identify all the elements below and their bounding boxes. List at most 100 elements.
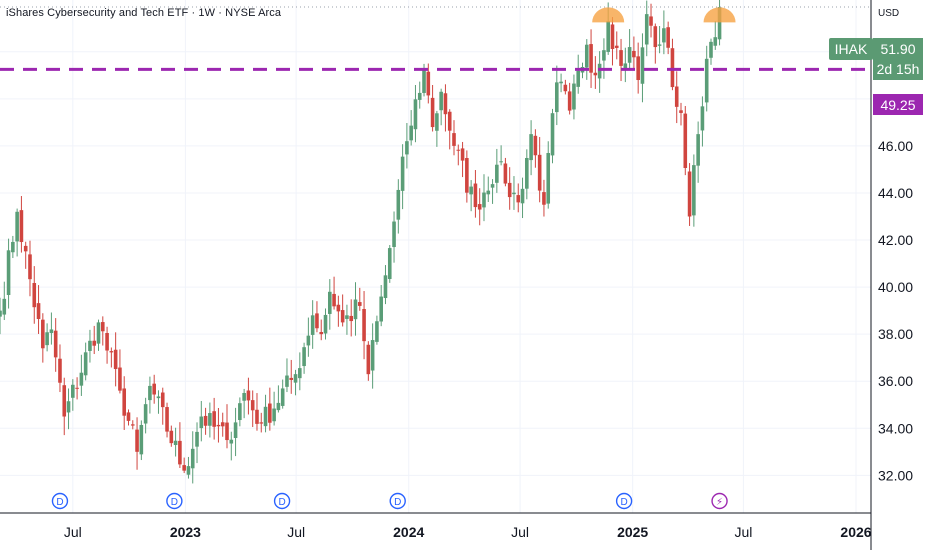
candle-body bbox=[165, 407, 169, 432]
price-axis[interactable]: 32.00 34.00 36.00 38.00 40.00 42.00 44.00 46.00… bbox=[878, 44, 913, 484]
candle-body bbox=[36, 303, 41, 320]
candle-body bbox=[692, 165, 696, 216]
candle bbox=[92, 325, 97, 355]
candle bbox=[276, 385, 281, 413]
candle-body bbox=[310, 315, 315, 335]
candle bbox=[178, 422, 182, 468]
candle-body bbox=[340, 310, 345, 323]
chart-title: iShares Cybersecurity and Tech ETF · 1W … bbox=[6, 7, 282, 19]
candle-body bbox=[495, 164, 499, 183]
candle bbox=[503, 157, 508, 187]
candle-body bbox=[687, 171, 692, 217]
candle-body bbox=[469, 186, 473, 195]
candle bbox=[53, 318, 58, 372]
candle-body bbox=[679, 110, 683, 113]
candle-body bbox=[220, 422, 225, 427]
dividend-marker-letter: D bbox=[394, 497, 401, 508]
candle bbox=[32, 266, 37, 324]
candle bbox=[130, 420, 135, 430]
candle-body bbox=[190, 448, 195, 469]
candle bbox=[216, 407, 221, 443]
candle bbox=[66, 388, 71, 430]
candle bbox=[327, 279, 332, 330]
y-tick-label: 40.00 bbox=[878, 279, 913, 295]
candle-body bbox=[550, 113, 555, 156]
candle-body bbox=[105, 333, 109, 351]
candle-body bbox=[554, 82, 559, 113]
dividend-marker[interactable]: D bbox=[51, 492, 69, 510]
candle bbox=[426, 63, 431, 104]
candle bbox=[435, 110, 439, 147]
resistance-value: 49.25 bbox=[880, 97, 915, 113]
candle bbox=[554, 65, 559, 126]
dividend-marker[interactable]: D bbox=[615, 492, 633, 510]
candle bbox=[75, 377, 79, 400]
currency-label[interactable]: USD bbox=[878, 8, 900, 19]
candle-body bbox=[375, 321, 379, 342]
dividend-marker-letter: D bbox=[620, 497, 627, 508]
candle bbox=[456, 144, 461, 166]
candle-body bbox=[417, 92, 422, 100]
candle-body bbox=[426, 71, 431, 96]
candle bbox=[490, 179, 495, 204]
candle-body bbox=[315, 313, 319, 329]
candle bbox=[160, 387, 165, 425]
candle-body bbox=[242, 392, 246, 401]
candle bbox=[45, 323, 49, 352]
candle-body bbox=[186, 466, 191, 475]
candle-body bbox=[383, 275, 388, 299]
candle bbox=[323, 308, 328, 340]
candle-body bbox=[396, 189, 401, 220]
dividend-marker-icon bbox=[389, 492, 406, 510]
candle-body bbox=[700, 106, 705, 131]
candle-body bbox=[208, 413, 212, 426]
event-marker[interactable]: ⚡ bbox=[711, 492, 728, 510]
dividend-marker-icon bbox=[615, 492, 633, 510]
candle-body bbox=[19, 210, 24, 243]
candle-series bbox=[0, 0, 722, 484]
candle bbox=[302, 342, 306, 374]
candle bbox=[597, 51, 602, 93]
candle bbox=[387, 244, 392, 283]
candle bbox=[709, 38, 713, 65]
candle-body bbox=[456, 149, 461, 151]
candle-body bbox=[66, 401, 71, 413]
candle bbox=[306, 317, 311, 357]
y-tick-label: 44.00 bbox=[878, 185, 913, 201]
candle-body bbox=[306, 335, 311, 346]
dividend-marker[interactable]: D bbox=[166, 492, 183, 510]
candle-body bbox=[259, 422, 264, 424]
candle-body bbox=[593, 72, 598, 76]
candle-body bbox=[100, 322, 105, 332]
dividend-marker[interactable]: D bbox=[389, 492, 406, 510]
candle-body bbox=[182, 465, 186, 471]
candle bbox=[366, 341, 371, 381]
candle-body bbox=[169, 430, 174, 444]
time-axis[interactable]: Jul 2023 Jul 2024 Jul 2025 Jul 2026 bbox=[64, 524, 872, 540]
candle bbox=[704, 45, 709, 112]
candle-body bbox=[53, 330, 58, 358]
candle bbox=[233, 407, 238, 457]
candle-body bbox=[422, 68, 426, 93]
candle-body bbox=[113, 349, 118, 370]
dividend-marker[interactable]: D bbox=[273, 492, 291, 510]
candle bbox=[482, 174, 486, 222]
candle-body bbox=[370, 340, 375, 371]
candle bbox=[49, 312, 54, 345]
candle-body bbox=[400, 156, 405, 191]
peak-highlight bbox=[592, 7, 625, 23]
candle-body bbox=[477, 204, 482, 210]
candle-body bbox=[336, 304, 341, 312]
candle bbox=[589, 29, 593, 88]
candle-body bbox=[135, 429, 139, 452]
candle-body bbox=[298, 368, 302, 379]
candle-body bbox=[92, 340, 97, 346]
candle bbox=[512, 176, 516, 210]
x-tick-label: 2026 bbox=[840, 524, 871, 540]
candle bbox=[246, 377, 251, 415]
candle bbox=[79, 354, 84, 396]
candle-body bbox=[430, 97, 435, 128]
candle bbox=[469, 180, 473, 212]
candle-body bbox=[696, 134, 700, 166]
candle-body bbox=[263, 406, 268, 427]
